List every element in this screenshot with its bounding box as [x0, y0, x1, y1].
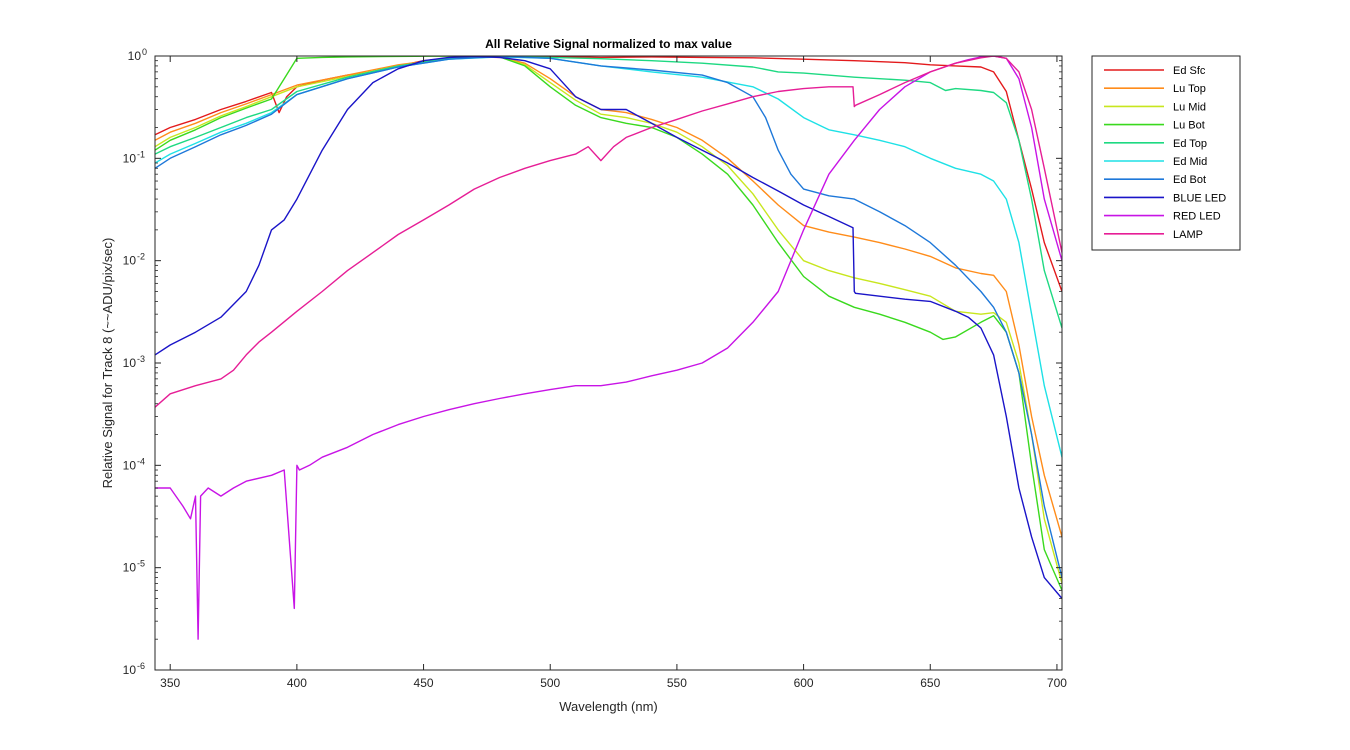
y-tick-label: 10 0 — [128, 47, 147, 63]
legend-label-lamp: LAMP — [1173, 229, 1203, 241]
legend-label-ed-mid: Ed Mid — [1173, 156, 1207, 168]
y-tick-label-exponent: -5 — [137, 559, 145, 569]
y-tick-label: 10 -6 — [123, 661, 145, 677]
y-tick-label-exponent: -2 — [137, 252, 145, 262]
y-axis-title: Relative Signal for Track 8 (~~ADU/pix/s… — [100, 238, 115, 489]
x-tick-label: 400 — [287, 676, 307, 690]
x-axis-title: Wavelength (nm) — [559, 699, 658, 714]
y-tick-label-exponent: -4 — [137, 456, 145, 466]
y-tick-label-exponent: -6 — [137, 661, 145, 671]
y-tick-label-base: 10 — [128, 49, 142, 63]
y-tick-label-base: 10 — [123, 663, 137, 677]
series-layer — [155, 56, 1062, 640]
legend-label-lu-bot: Lu Bot — [1173, 120, 1205, 132]
x-tick-label: 350 — [160, 676, 180, 690]
series-line-blue-led — [155, 56, 1062, 599]
series-line-ed-sfc — [155, 56, 1062, 292]
series-line-red-led — [155, 56, 1062, 640]
y-tick-label: 10 -1 — [123, 149, 145, 165]
legend-label-ed-bot: Ed Bot — [1173, 174, 1206, 186]
y-tick-label-exponent: -3 — [137, 354, 145, 364]
legend-label-blue-led: BLUE LED — [1173, 192, 1226, 204]
y-tick-label-base: 10 — [123, 254, 137, 268]
x-tick-label: 500 — [540, 676, 560, 690]
series-line-lu-top — [155, 56, 1062, 538]
series-line-lamp — [155, 56, 1062, 408]
legend-label-lu-top: Lu Top — [1173, 83, 1206, 95]
y-tick-label-exponent: -1 — [137, 149, 145, 159]
legend-label-ed-sfc: Ed Sfc — [1173, 65, 1206, 77]
x-axis: 350 400 450 500 550 600 650 700 — [160, 56, 1067, 690]
series-line-ed-bot — [155, 56, 1062, 578]
plot-area-frame — [154, 55, 1063, 671]
series-line-lu-bot — [155, 56, 1062, 591]
series-line-ed-top — [155, 56, 1062, 329]
y-tick-label: 10 -4 — [123, 456, 145, 472]
series-line-lu-mid — [155, 56, 1062, 584]
x-tick-label: 700 — [1047, 676, 1067, 690]
y-tick-label-base: 10 — [123, 561, 137, 575]
y-tick-label-base: 10 — [123, 151, 137, 165]
x-tick-label: 600 — [794, 676, 814, 690]
series-line-ed-mid — [155, 56, 1062, 458]
x-tick-label: 650 — [920, 676, 940, 690]
legend-label-lu-mid: Lu Mid — [1173, 101, 1206, 113]
legend-label-ed-top: Ed Top — [1173, 138, 1207, 150]
legend: Ed Sfc Lu Top Lu Mid Lu Bot Ed Top Ed Mid Ed B… — [1091, 55, 1241, 251]
x-tick-label: 550 — [667, 676, 687, 690]
y-tick-label: 10 -3 — [123, 354, 145, 370]
legend-label-red-led: RED LED — [1173, 211, 1221, 223]
y-tick-label-exponent: 0 — [142, 47, 147, 57]
y-tick-label-base: 10 — [123, 356, 137, 370]
y-tick-label: 10 -5 — [123, 559, 145, 575]
y-tick-label-base: 10 — [123, 458, 137, 472]
chart-title: All Relative Signal normalized to max va… — [485, 37, 732, 51]
y-tick-label: 10 -2 — [123, 252, 145, 268]
x-tick-label: 450 — [414, 676, 434, 690]
